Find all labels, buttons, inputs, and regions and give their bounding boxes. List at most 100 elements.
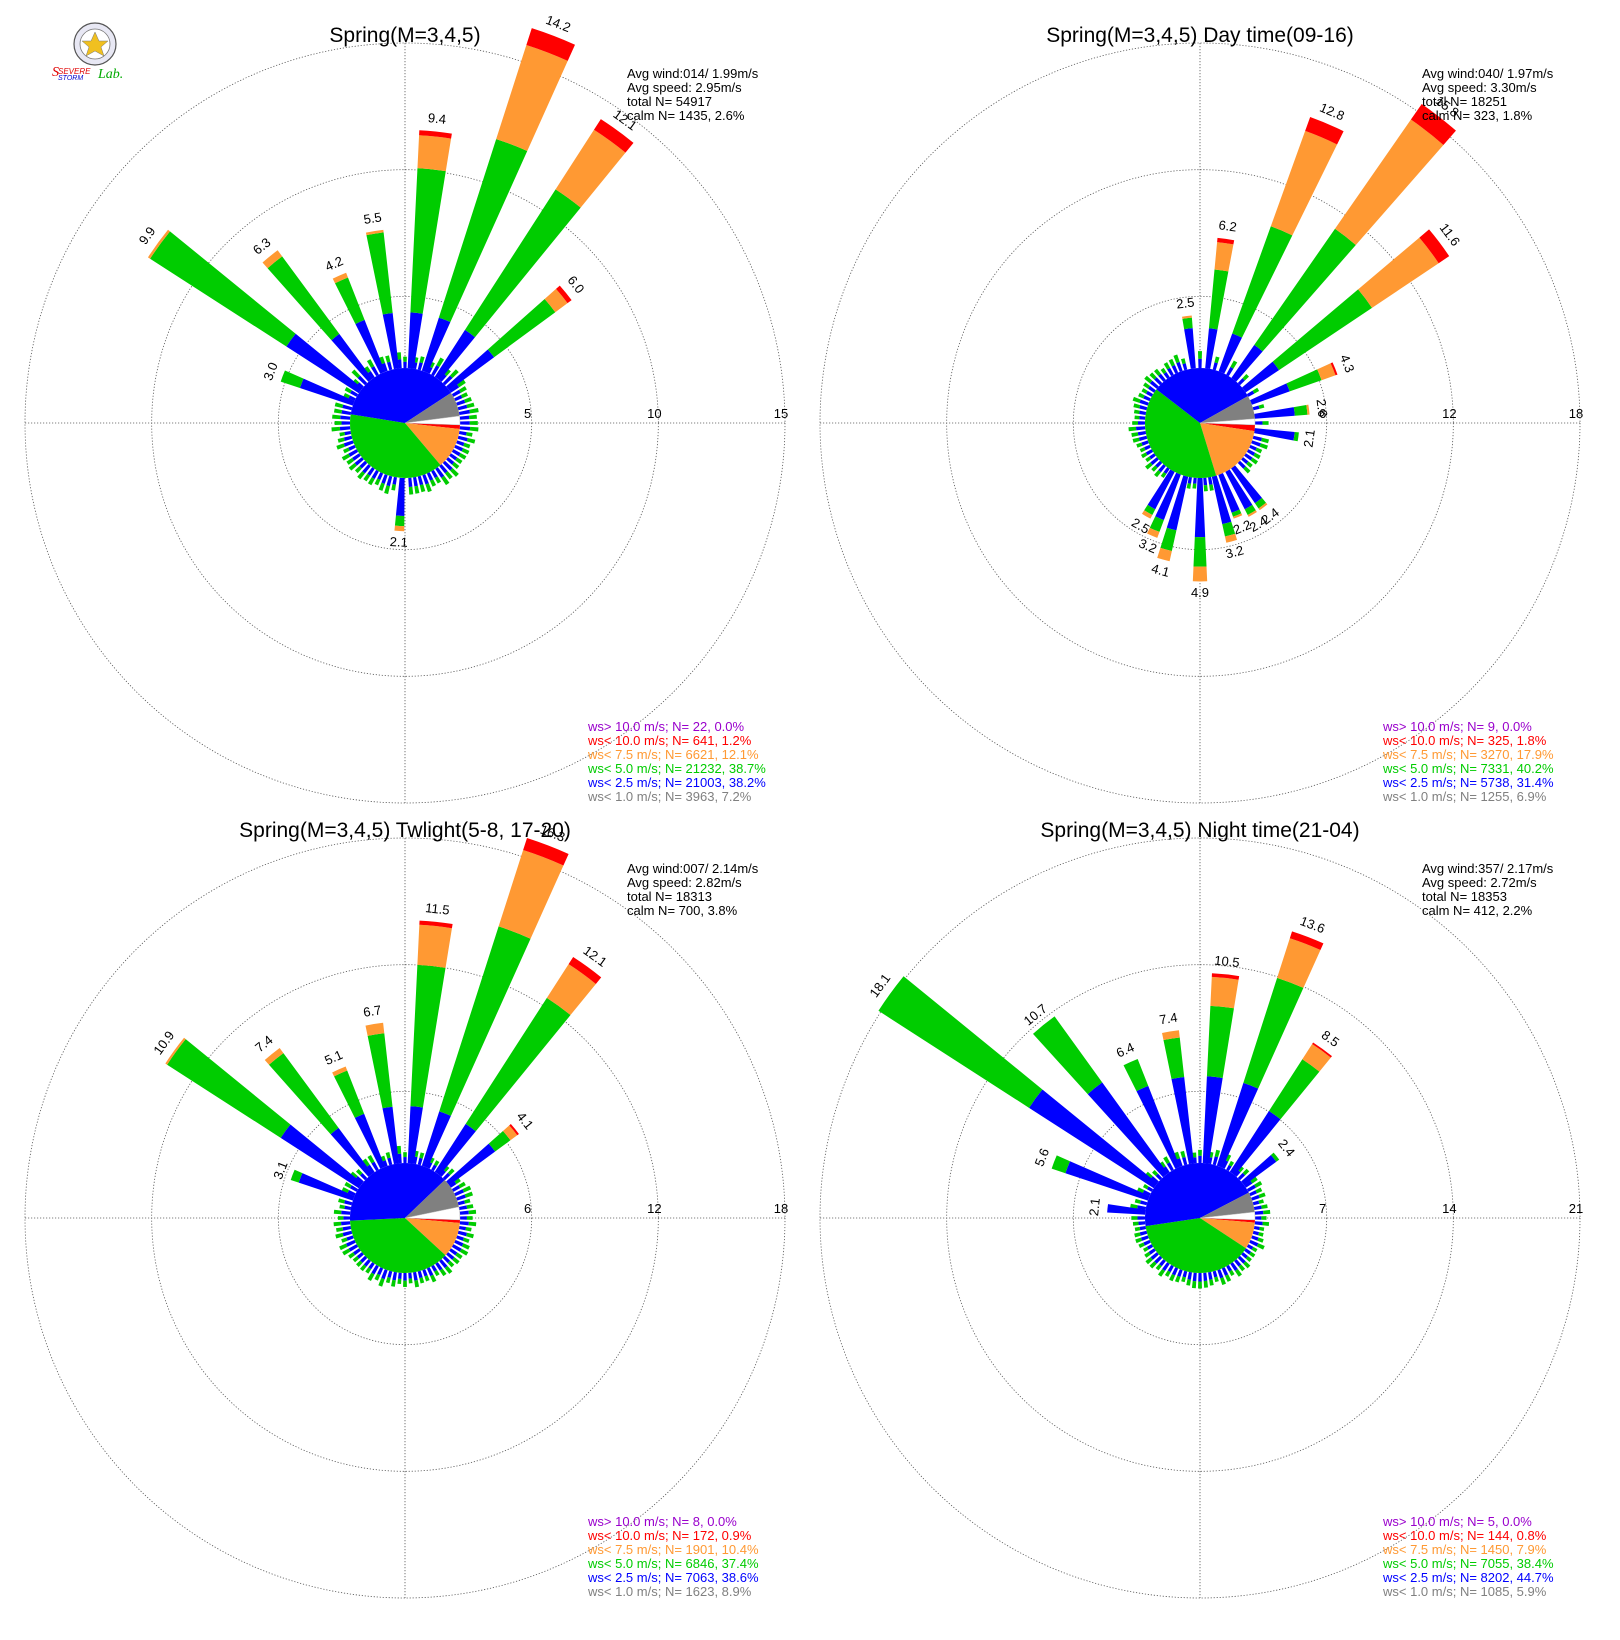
direction-bar-segment [442, 460, 453, 471]
direction-bar-segment [462, 1237, 470, 1244]
direction-bar-segment [348, 462, 357, 471]
direction-bar-segment [1155, 460, 1163, 468]
direction-bar-segment [1250, 457, 1259, 465]
direction-bar-segment [348, 1244, 359, 1252]
ring-label: 6 [524, 1201, 531, 1216]
avg-speed-text: Avg speed: 2.72m/s [1422, 875, 1537, 890]
bar-value-label: 5.6 [1032, 1146, 1052, 1168]
direction-bar-segment [413, 1271, 418, 1281]
legend-entry: ws< 2.5 m/s; N= 5738, 31.4% [1382, 775, 1554, 790]
direction-bar-segment [1243, 466, 1251, 474]
direction-bar-segment [1032, 1016, 1103, 1095]
direction-bar-segment [339, 1204, 345, 1210]
direction-bar-segment [1158, 464, 1166, 473]
direction-bar-segment [363, 473, 371, 482]
direction-bar-segment [1225, 469, 1253, 510]
direction-bar-segment [1149, 380, 1159, 389]
direction-bar-segment [1202, 1076, 1223, 1164]
avg-speed-text: Avg speed: 2.95m/s [627, 80, 742, 95]
direction-bar-segment [1216, 1082, 1259, 1168]
direction-bar-segment [439, 373, 447, 382]
direction-bar-segment [1167, 367, 1174, 377]
direction-bar-segment [457, 1230, 467, 1237]
direction-bar-segment [426, 366, 433, 374]
direction-bar-segment [498, 850, 564, 939]
calm-n-text: calm N= 323, 1.8% [1422, 108, 1533, 123]
direction-bar-segment [456, 440, 465, 447]
direction-bar-segment [386, 475, 393, 487]
direction-bar-segment [1182, 315, 1192, 319]
direction-bar-segment [1193, 536, 1207, 567]
direction-bar-segment [458, 453, 467, 460]
direction-bar-segment [1261, 1216, 1267, 1220]
direction-bar-segment [1251, 1246, 1258, 1253]
direction-bar-segment [455, 1252, 463, 1260]
direction-bar-segment [459, 415, 470, 420]
direction-bar-segment [447, 1260, 455, 1268]
direction-bar-segment [1138, 392, 1145, 399]
wind-rose-panel-1: 5 10 155.59.414.212.16.04.26.39.93.02.1Spr… [24, 12, 788, 804]
direction-bar-segment [1150, 457, 1159, 466]
direction-bar-segment [335, 277, 365, 324]
direction-bar-segment [1222, 521, 1236, 537]
direction-bar-segment [1163, 1037, 1185, 1080]
direction-bar-segment [408, 477, 413, 488]
direction-bar-segment [350, 390, 359, 397]
direction-bar-segment [1171, 1267, 1179, 1276]
direction-bar-segment [343, 435, 353, 441]
direction-bar-segment [1139, 1226, 1147, 1231]
direction-bar-segment [1128, 426, 1137, 432]
direction-bar-segment [1244, 1248, 1252, 1255]
direction-bar-segment [1176, 361, 1183, 372]
legend-entry: ws< 2.5 m/s; N= 7063, 38.6% [587, 1570, 759, 1585]
direction-bar-segment [417, 1157, 423, 1166]
direction-bar-segment [1254, 428, 1295, 441]
direction-bar-segment [426, 472, 434, 481]
direction-bar-segment [1218, 333, 1242, 374]
direction-bar-segment [1135, 426, 1146, 431]
direction-bar-segment [1257, 1237, 1264, 1243]
wind-rose-panel-4: 7 14 217.410.513.68.52.46.410.718.15.62.1S… [819, 819, 1583, 1599]
direction-bar-segment [449, 384, 460, 393]
direction-bar-segment [1221, 1160, 1229, 1169]
direction-bar-segment [1139, 399, 1149, 406]
direction-bar-segment [1155, 472, 1181, 521]
direction-bar-segment [1234, 1268, 1242, 1277]
direction-bars [878, 931, 1332, 1289]
direction-bar-segment [1410, 103, 1456, 145]
direction-bar-segment [417, 135, 452, 172]
direction-bars [1128, 103, 1456, 582]
direction-bar-segment [1245, 1255, 1252, 1262]
direction-bar-segment [346, 1239, 356, 1247]
direction-bar-segment [1217, 1269, 1224, 1279]
direction-bar-segment [1262, 421, 1269, 425]
direction-bar-segment [1330, 362, 1338, 376]
direction-bar-segment [1198, 1155, 1202, 1164]
direction-bar-segment [469, 408, 479, 414]
direction-bar-segment [342, 1230, 353, 1237]
direction-bar-segment [344, 387, 352, 394]
direction-bar-segment [1249, 444, 1257, 451]
direction-bar-segment [1166, 475, 1189, 531]
direction-bar-segment [1302, 1044, 1331, 1072]
direction-bar-segment [1138, 435, 1148, 441]
direction-bar-segment [397, 1272, 402, 1280]
direction-bar-segment [1306, 404, 1310, 415]
bar-value-label: 11.5 [425, 900, 451, 917]
direction-bar-segment [431, 469, 438, 479]
direction-bar-segment [1255, 447, 1263, 454]
direction-bar-segment [1144, 504, 1156, 515]
calm-n-text: calm N= 700, 3.8% [627, 903, 738, 918]
direction-bar-segment [1253, 1205, 1262, 1210]
direction-bar-segment [408, 486, 414, 495]
direction-bar-segment [1258, 1192, 1266, 1199]
direction-bar-segment [348, 444, 356, 451]
direction-bar-segment [1147, 469, 1175, 510]
direction-bar-segment [354, 1113, 385, 1169]
direction-bar-segment [419, 484, 426, 493]
direction-bar-segment [1198, 1149, 1202, 1156]
direction-bar-segment [1155, 1263, 1162, 1271]
direction-bar-segment [459, 1216, 467, 1220]
chart-title: Spring(M=3,4,5) [329, 24, 480, 47]
